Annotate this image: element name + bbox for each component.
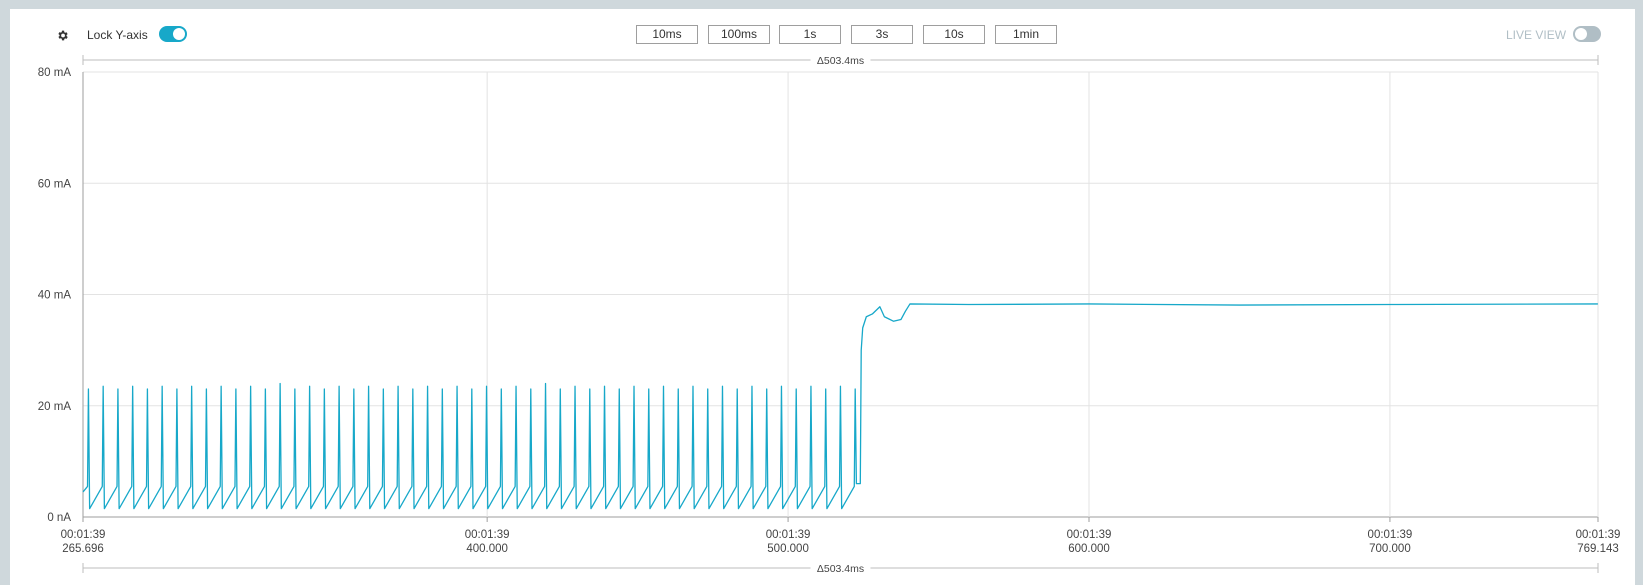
live-view-label: LIVE VIEW xyxy=(1506,28,1567,42)
window-button[interactable]: 3s xyxy=(851,25,913,44)
x-tick-label: 400.000 xyxy=(466,543,508,555)
range-label: Δ503.4ms xyxy=(817,55,864,67)
x-tick-label: 769.143 xyxy=(1577,543,1619,555)
y-tick-label: 20 mA xyxy=(38,401,72,413)
x-tick-label: 700.000 xyxy=(1369,543,1411,555)
x-tick-label: 00:01:39 xyxy=(766,529,811,541)
window-button[interactable]: 100ms xyxy=(708,25,770,44)
x-tick-label: 265.696 xyxy=(62,543,104,555)
series-line xyxy=(82,303,1598,510)
window-button[interactable]: 1min xyxy=(995,25,1057,44)
range-label-bg xyxy=(810,561,871,575)
x-tick-label: 00:01:39 xyxy=(1576,529,1621,541)
x-tick-label: 00:01:39 xyxy=(465,529,510,541)
x-tick-label: 600.000 xyxy=(1068,543,1110,555)
live-view-toggle[interactable] xyxy=(1573,26,1601,42)
x-tick-label: 00:01:39 xyxy=(1067,529,1112,541)
window-button[interactable]: 1s xyxy=(779,25,841,44)
toolbar: Lock Y-axis LIVE VIEW 10ms 100ms 1s 3s 10s 1m… xyxy=(0,0,1643,60)
range-label-bg xyxy=(810,53,871,67)
x-tick-label: 00:01:39 xyxy=(61,529,106,541)
y-tick-label: 80 mA xyxy=(38,67,72,79)
lock-label: Lock Y-axis xyxy=(87,28,148,42)
y-tick-label: 40 mA xyxy=(38,290,72,302)
window-button[interactable]: 10ms xyxy=(636,25,698,44)
lock-toggle[interactable] xyxy=(159,26,187,42)
window-button[interactable]: 10s xyxy=(923,25,985,44)
x-tick-label: 00:01:39 xyxy=(1368,529,1413,541)
y-tick-label: 0 nA xyxy=(47,512,71,524)
range-label: Δ503.4ms xyxy=(817,563,864,575)
y-tick-label: 60 mA xyxy=(38,178,72,190)
settings-icon[interactable] xyxy=(56,29,69,42)
x-tick-label: 500.000 xyxy=(767,543,809,555)
